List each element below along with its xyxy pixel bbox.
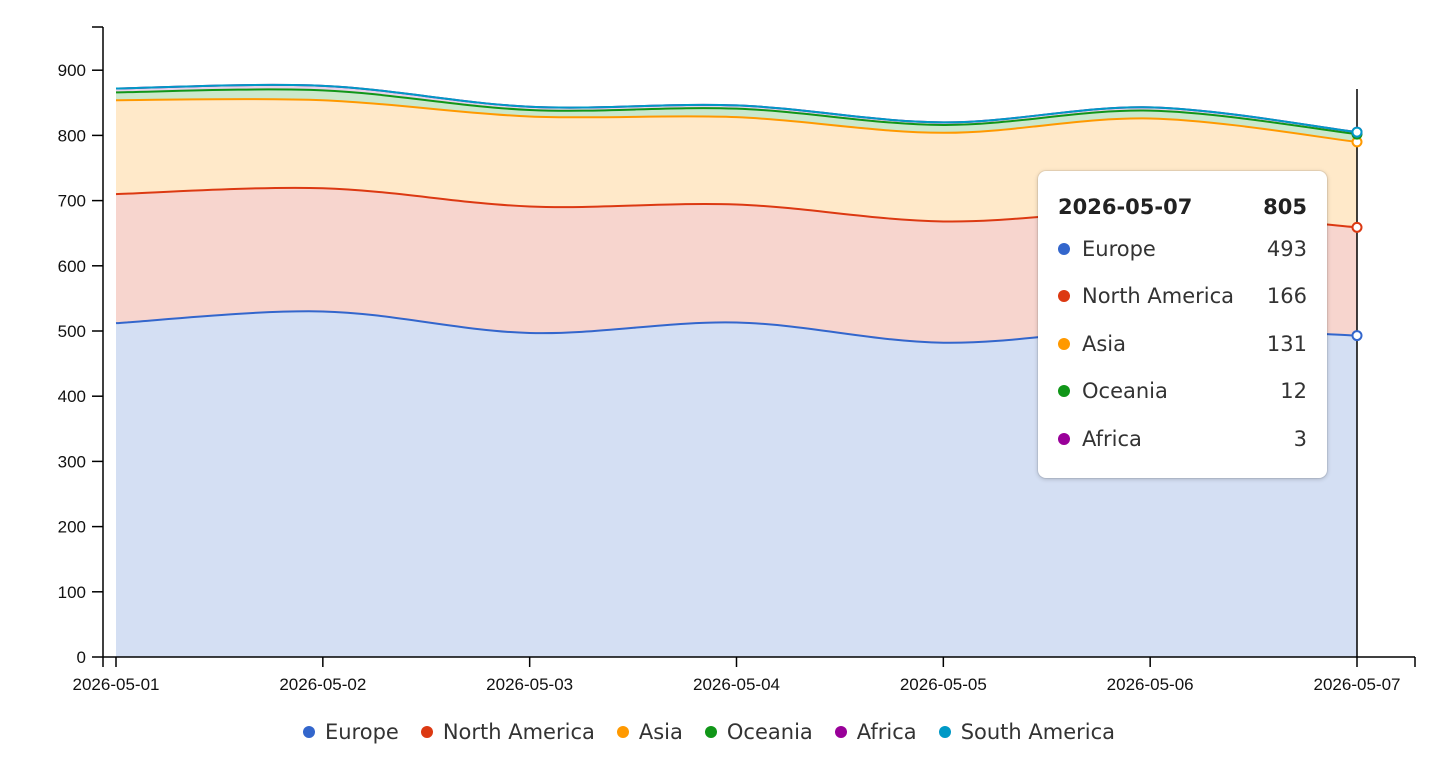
tooltip-date: 2026-05-07: [1058, 195, 1193, 219]
x-tick-label: 2026-05-03: [486, 675, 573, 694]
tooltip-row-label: Asia: [1082, 331, 1127, 356]
tooltip-row-label: Oceania: [1082, 379, 1168, 404]
area-oceania: [116, 89, 1357, 142]
x-tick-label: 2026-05-02: [279, 675, 366, 694]
x-tick-label: 2026-05-04: [693, 675, 780, 694]
y-tick-label: 400: [58, 387, 86, 406]
tooltip-row-label: North America: [1082, 284, 1235, 309]
legend-item-north-america[interactable]: North America: [420, 720, 595, 744]
chart-tooltip: 2026-05-07 805 Europe 493 North America 166…: [1038, 171, 1327, 478]
legend-label: Europe: [324, 720, 399, 744]
line-oceania: [115, 88, 1358, 136]
tooltip-row-label: Europe: [1082, 236, 1156, 261]
legend-label: Asia: [638, 720, 683, 744]
series-dot-icon: [1058, 290, 1070, 303]
tooltip-row-value: 3: [1293, 426, 1307, 451]
x-tick-label: 2026-05-06: [1107, 675, 1194, 694]
tooltip-row: Asia 131: [1058, 320, 1307, 368]
tooltip-row-label: Africa: [1082, 426, 1142, 451]
legend-item-south-america[interactable]: South America: [938, 720, 1116, 744]
series-dot-icon: [1058, 242, 1070, 255]
tooltip-row: Africa 3: [1058, 415, 1307, 463]
legend-label: Africa: [856, 720, 917, 744]
chart-legend: Europe North America Asia Oceania Africa Sout…: [0, 720, 1418, 744]
tooltip-row: North America 166: [1058, 273, 1307, 321]
y-tick-label: 700: [58, 192, 86, 211]
tooltip-row: Oceania 12: [1058, 368, 1307, 416]
series-dot-icon: [1058, 432, 1070, 445]
legend-label: Oceania: [726, 720, 813, 744]
tooltip-total: 805: [1263, 195, 1307, 219]
x-tick-label: 2026-05-01: [73, 675, 160, 694]
legend-item-oceania[interactable]: Oceania: [704, 720, 813, 744]
tooltip-row-value: 166: [1266, 284, 1307, 309]
legend-label: North America: [442, 720, 595, 744]
legend-dot-icon: [938, 726, 951, 738]
tooltip-row-value: 493: [1266, 236, 1307, 261]
y-tick-label: 600: [58, 257, 86, 276]
hover-marker-north-america: [1351, 221, 1363, 233]
legend-dot-icon: [616, 726, 629, 738]
hover-markers: [1351, 89, 1363, 657]
y-tick-label: 800: [58, 126, 86, 145]
legend-label: South America: [960, 720, 1116, 744]
legend-item-africa[interactable]: Africa: [834, 720, 917, 744]
tooltip-rows: Europe 493 North America 166 Asia 131 Oceania 1…: [1058, 225, 1307, 463]
legend-dot-icon: [834, 726, 847, 738]
tooltip-row-value: 131: [1266, 331, 1307, 356]
y-tick-label: 0: [77, 648, 86, 667]
y-tick-label: 300: [58, 452, 86, 471]
hover-marker-europe: [1351, 330, 1363, 342]
hover-marker-south-america: [1351, 126, 1363, 138]
tooltip-row: Europe 493: [1058, 225, 1307, 273]
tooltip-header: 2026-05-07 805: [1058, 189, 1307, 225]
y-tick-label: 200: [58, 518, 86, 537]
tooltip-row-value: 12: [1280, 379, 1307, 404]
y-tick-label: 900: [58, 61, 86, 80]
legend-dot-icon: [420, 726, 433, 738]
series-dot-icon: [1058, 385, 1070, 398]
y-tick-label: 100: [58, 583, 86, 602]
axes: 0 100 200 300 400 500 600 700 800 900 2026-05-01 20…: [58, 26, 1416, 694]
legend-dot-icon: [302, 726, 315, 738]
x-tick-label: 2026-05-05: [900, 675, 987, 694]
series-dot-icon: [1058, 337, 1070, 350]
legend-item-asia[interactable]: Asia: [616, 720, 683, 744]
legend-item-europe[interactable]: Europe: [302, 720, 399, 744]
line-asia: [115, 97, 1358, 143]
x-tick-label: 2026-05-07: [1314, 675, 1401, 694]
line-south-america: [115, 83, 1358, 134]
y-tick-label: 500: [58, 322, 86, 341]
legend-dot-icon: [704, 726, 717, 738]
